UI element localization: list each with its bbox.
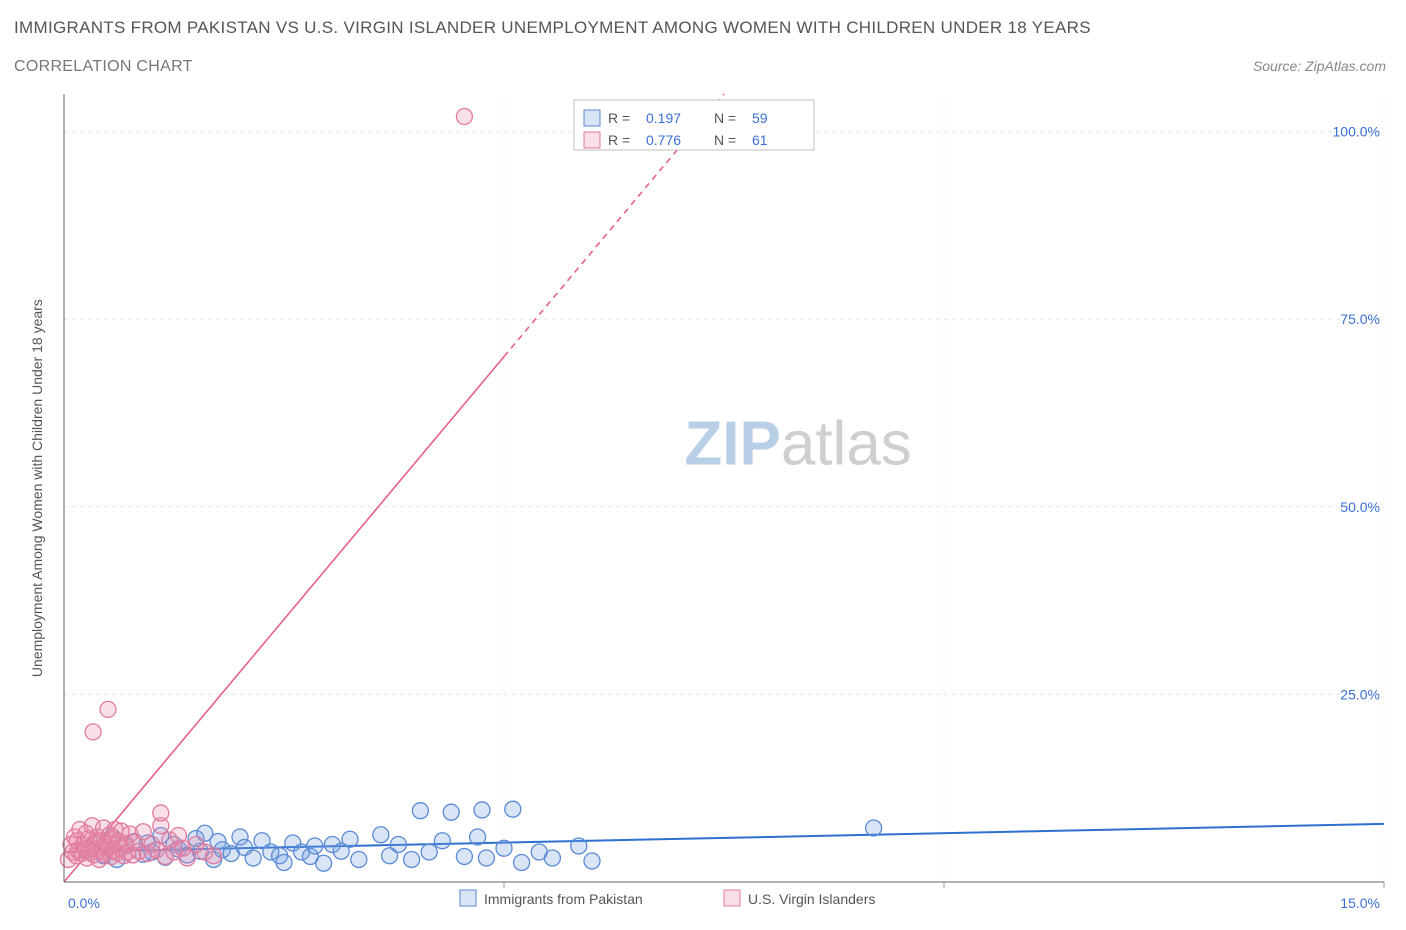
stats-swatch-usvi xyxy=(584,132,600,148)
scatter-point-pakistan xyxy=(505,801,521,817)
legend-swatch-usvi xyxy=(724,890,740,906)
legend-label-usvi: U.S. Virgin Islanders xyxy=(748,891,875,907)
scatter-point-pakistan xyxy=(571,838,587,854)
x-tick-label: 0.0% xyxy=(68,895,100,911)
chart-title-line2: CORRELATION CHART xyxy=(14,58,193,76)
stats-swatch-pakistan xyxy=(584,110,600,126)
stats-r-value: 0.776 xyxy=(646,132,681,148)
stats-n-label: N = xyxy=(714,110,736,126)
scatter-point-pakistan xyxy=(456,848,472,864)
scatter-point-usvi xyxy=(85,724,101,740)
source-attribution: Source: ZipAtlas.com xyxy=(1253,58,1386,74)
chart-title-line1: IMMIGRANTS FROM PAKISTAN VS U.S. VIRGIN … xyxy=(14,18,1091,38)
stats-n-label: N = xyxy=(714,132,736,148)
y-axis-label: Unemployment Among Women with Children U… xyxy=(29,299,45,677)
trendline-usvi xyxy=(64,357,504,882)
scatter-point-pakistan xyxy=(316,855,332,871)
scatter-point-pakistan xyxy=(404,851,420,867)
scatter-point-pakistan xyxy=(496,840,512,856)
stats-r-label: R = xyxy=(608,132,630,148)
scatter-point-pakistan xyxy=(544,850,560,866)
legend-swatch-pakistan xyxy=(460,890,476,906)
correlation-chart: ZIPatlas 25.0% 50.0% 75.0% 100.0% 0.0% 15.0% Un… xyxy=(14,88,1392,914)
stats-r-value: 0.197 xyxy=(646,110,681,126)
scatter-point-usvi xyxy=(206,848,222,864)
scatter-point-pakistan xyxy=(351,851,367,867)
scatter-point-pakistan xyxy=(390,836,406,852)
scatter-point-pakistan xyxy=(342,831,358,847)
scatter-point-usvi xyxy=(153,805,169,821)
y-tick-label: 100.0% xyxy=(1333,124,1380,140)
scatter-point-pakistan xyxy=(866,820,882,836)
x-tick-label: 15.0% xyxy=(1340,895,1380,911)
scatter-point-usvi xyxy=(456,109,472,125)
y-tick-label: 75.0% xyxy=(1340,311,1380,327)
scatter-point-pakistan xyxy=(412,803,428,819)
scatter-point-pakistan xyxy=(443,804,459,820)
scatter-point-pakistan xyxy=(470,829,486,845)
scatter-point-pakistan xyxy=(584,853,600,869)
y-tick-label: 25.0% xyxy=(1340,686,1380,702)
scatter-point-pakistan xyxy=(276,854,292,870)
scatter-point-usvi xyxy=(100,701,116,717)
scatter-point-pakistan xyxy=(474,802,490,818)
legend-label-pakistan: Immigrants from Pakistan xyxy=(484,891,643,907)
scatter-point-pakistan xyxy=(373,827,389,843)
chart-svg: ZIPatlas 25.0% 50.0% 75.0% 100.0% 0.0% 15.0% Un… xyxy=(14,88,1392,914)
y-tick-label: 50.0% xyxy=(1340,499,1380,515)
scatter-point-pakistan xyxy=(434,833,450,849)
stats-n-value: 59 xyxy=(752,110,768,126)
scatter-point-pakistan xyxy=(245,850,261,866)
scatter-point-pakistan xyxy=(478,850,494,866)
watermark: ZIPatlas xyxy=(684,409,911,478)
stats-n-value: 61 xyxy=(752,132,768,148)
scatter-point-pakistan xyxy=(421,844,437,860)
scatter-point-pakistan xyxy=(307,838,323,854)
stats-r-label: R = xyxy=(608,110,630,126)
scatter-point-pakistan xyxy=(514,854,530,870)
